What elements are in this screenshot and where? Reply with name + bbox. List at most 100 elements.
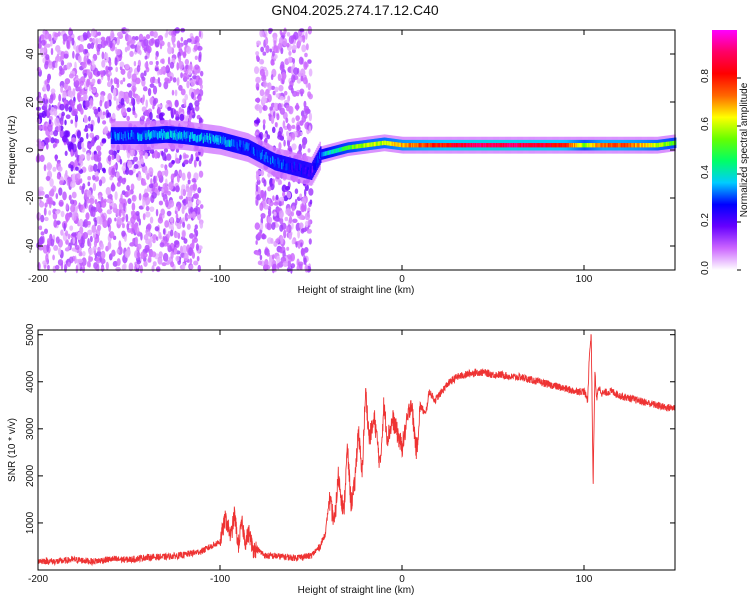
ridge-core xyxy=(252,147,255,154)
ridge-core xyxy=(522,143,524,148)
ridge-core xyxy=(343,146,346,151)
noise-speckle xyxy=(39,47,45,55)
ridge-core xyxy=(484,143,487,148)
ridge-core xyxy=(584,143,586,148)
ridge-core xyxy=(605,143,608,148)
ridge-core xyxy=(453,143,456,148)
snr-point xyxy=(465,374,466,375)
noise-speckle xyxy=(68,256,74,264)
noise-speckle xyxy=(37,42,42,49)
noise-speckle xyxy=(283,229,287,239)
noise-speckle xyxy=(267,208,272,217)
noise-speckle xyxy=(55,138,60,144)
ridge-core xyxy=(654,143,657,148)
ridge-core xyxy=(311,165,314,173)
noise-speckle xyxy=(59,103,65,111)
ridge-core xyxy=(392,141,395,147)
ridge-core xyxy=(263,154,265,162)
ridge-core xyxy=(449,143,451,148)
ridge-core xyxy=(627,143,629,148)
ridge-core xyxy=(248,143,250,150)
noise-speckle xyxy=(308,112,313,122)
ridge-core xyxy=(294,165,296,173)
ridge-core xyxy=(512,143,514,148)
noise-speckle xyxy=(178,195,184,200)
ridge-core xyxy=(469,143,471,148)
noise-speckle xyxy=(279,64,285,71)
noise-speckle xyxy=(149,206,155,213)
ridge-core xyxy=(330,150,332,155)
noise-speckle xyxy=(271,126,276,134)
ridge-core xyxy=(360,143,362,149)
noise-speckle xyxy=(70,137,77,143)
ridge-core xyxy=(395,142,397,147)
ridge-core xyxy=(430,143,432,148)
colorbar-gradient xyxy=(712,30,737,270)
ridge-core xyxy=(675,140,677,145)
noise-speckle xyxy=(287,56,293,64)
ridge-core xyxy=(270,157,272,165)
noise-speckle xyxy=(107,217,112,225)
ridge-core xyxy=(149,132,152,139)
ridge-core xyxy=(272,157,275,165)
noise-speckle xyxy=(256,179,261,185)
ridge-core xyxy=(609,143,611,148)
noise-speckle xyxy=(105,186,111,196)
noise-speckle xyxy=(41,34,45,40)
ridge-core xyxy=(228,139,230,147)
ridge-core xyxy=(516,143,518,148)
ridge-core xyxy=(537,143,539,148)
y-tick-label: -40 xyxy=(25,238,36,253)
noise-speckle xyxy=(74,80,80,87)
noise-speckle xyxy=(196,45,203,51)
ridge-core xyxy=(553,143,556,148)
noise-speckle xyxy=(155,208,159,217)
ridge-core xyxy=(557,143,559,148)
ridge-core xyxy=(472,143,475,148)
noise-speckle xyxy=(44,60,49,66)
ridge-core xyxy=(356,144,358,149)
noise-speckle xyxy=(273,201,279,206)
noise-speckle xyxy=(193,260,199,266)
noise-speckle xyxy=(88,255,91,264)
noise-speckle xyxy=(149,148,155,154)
noise-speckle xyxy=(120,68,126,75)
noise-speckle xyxy=(259,202,264,212)
ridge-core xyxy=(610,143,612,148)
noise-speckle xyxy=(150,178,153,185)
ridge-core xyxy=(566,143,569,148)
noise-speckle xyxy=(181,207,185,215)
ridge-core xyxy=(167,131,169,139)
noise-speckle xyxy=(57,31,61,37)
noise-speckle xyxy=(111,249,116,257)
spectrogram-marks xyxy=(35,25,677,274)
noise-speckle xyxy=(57,247,62,256)
noise-speckle xyxy=(98,206,102,214)
ridge-core xyxy=(447,143,449,148)
ridge-core xyxy=(559,143,561,148)
noise-speckle xyxy=(114,57,118,66)
ridge-core xyxy=(324,151,326,156)
noise-speckle xyxy=(278,84,284,92)
noise-speckle xyxy=(106,209,111,215)
ridge-core xyxy=(570,143,572,148)
ridge-core xyxy=(181,133,184,141)
ridge-core xyxy=(397,142,399,147)
ridge-core xyxy=(550,143,552,148)
ridge-core xyxy=(381,141,383,146)
noise-speckle xyxy=(102,120,107,125)
noise-speckle xyxy=(117,104,123,109)
noise-speckle xyxy=(121,190,126,196)
noise-speckle xyxy=(279,247,283,254)
noise-speckle xyxy=(295,241,298,248)
snr-y-label: SNR (10 * v/v) xyxy=(7,418,18,482)
noise-speckle xyxy=(295,102,299,111)
noise-speckle xyxy=(124,46,128,53)
ridge-core xyxy=(411,143,413,148)
ridge-core xyxy=(451,143,453,148)
ridge-core xyxy=(287,163,289,171)
noise-speckle xyxy=(194,100,200,107)
ridge-core xyxy=(179,132,182,140)
noise-speckle xyxy=(261,74,267,82)
